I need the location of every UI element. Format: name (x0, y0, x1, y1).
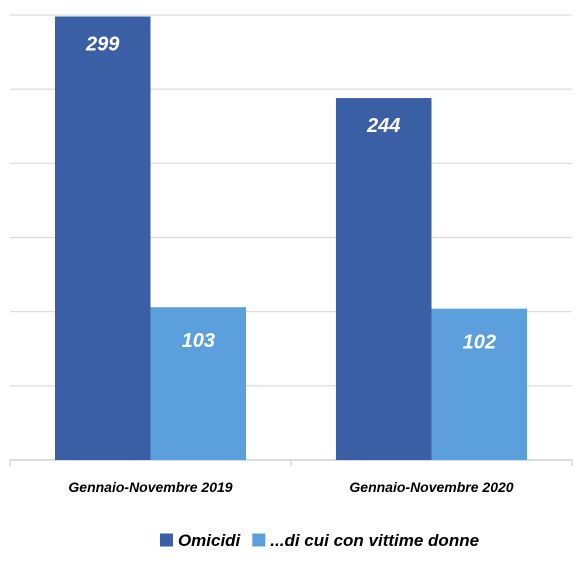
legend: Omicidi ...di cui con vittime donne (159, 531, 479, 550)
legend-swatch (252, 533, 266, 547)
data-label: 103 (182, 330, 215, 352)
category-label: Gennaio-Novembre 2019 (68, 479, 232, 495)
data-label: 299 (85, 33, 120, 55)
bar-vittime-donne-2 (431, 308, 528, 460)
bar-omicidi-1 (54, 16, 151, 460)
bar-omicidi-2 (335, 98, 432, 461)
legend-label: ...di cui con vittime donne (270, 531, 479, 550)
legend-label: Omicidi (178, 531, 242, 550)
category-label: Gennaio-Novembre 2020 (349, 479, 513, 495)
bars-group: 299 103 244 102 (54, 16, 528, 461)
bar-vittime-donne-1 (150, 307, 247, 460)
data-label: 102 (463, 332, 496, 354)
category-labels: Gennaio-Novembre 2019 Gennaio-Novembre 20… (68, 479, 513, 495)
legend-swatch (159, 533, 173, 547)
data-label: 244 (366, 115, 400, 137)
